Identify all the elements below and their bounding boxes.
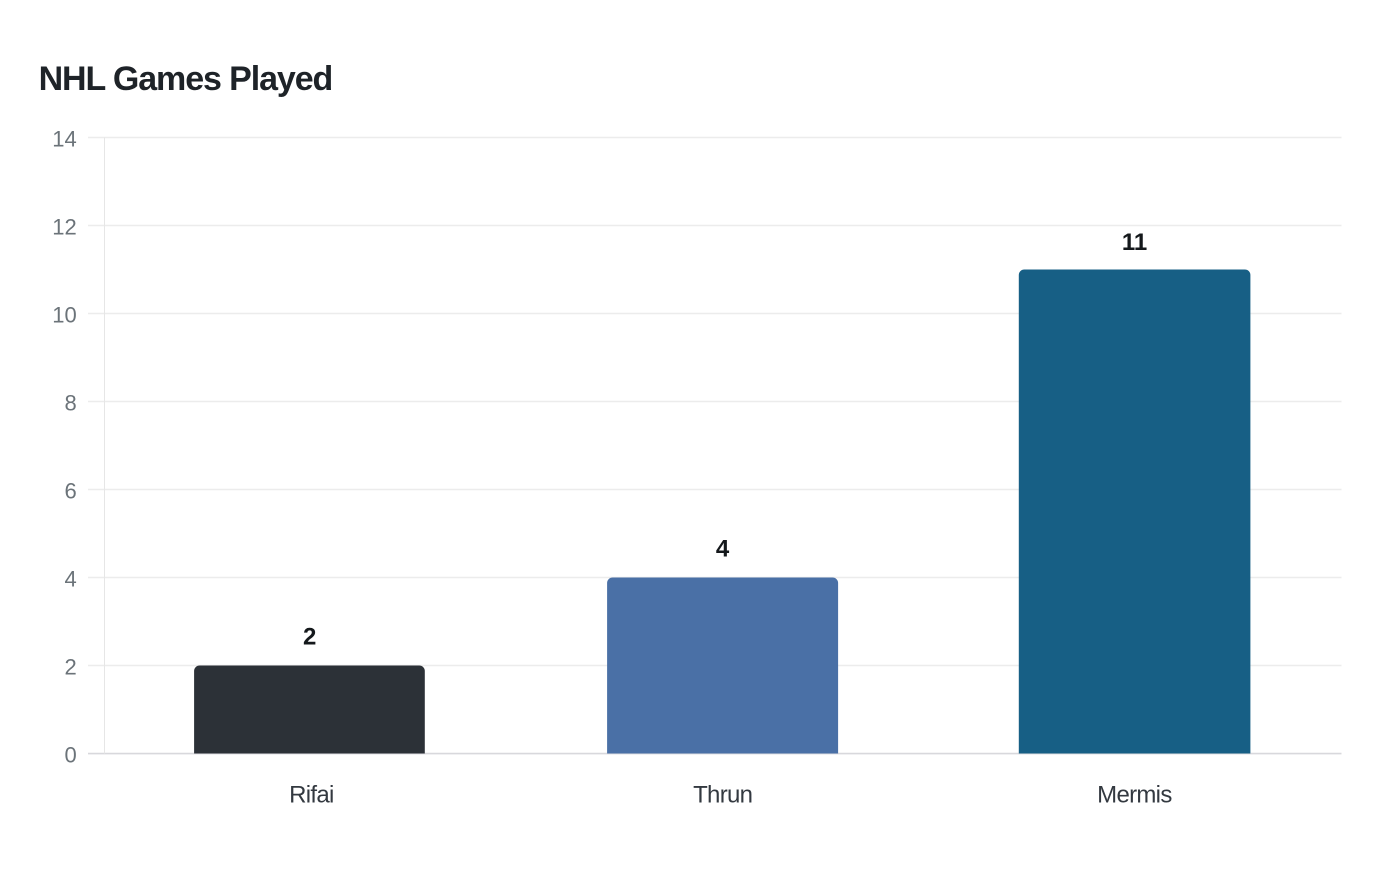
svg-text:0: 0 (64, 742, 76, 767)
svg-text:Mermis: Mermis (1097, 782, 1172, 809)
svg-text:12: 12 (52, 214, 76, 239)
svg-text:4: 4 (64, 566, 76, 591)
svg-text:11: 11 (1122, 229, 1147, 256)
svg-text:10: 10 (52, 302, 76, 327)
svg-text:4: 4 (716, 536, 730, 563)
svg-text:2: 2 (64, 654, 76, 679)
svg-text:14: 14 (52, 126, 76, 151)
svg-text:8: 8 (64, 390, 76, 415)
svg-text:NHL Games Played: NHL Games Played (39, 60, 333, 98)
svg-text:6: 6 (64, 478, 76, 503)
svg-text:Thrun: Thrun (693, 782, 752, 809)
svg-text:2: 2 (303, 624, 316, 651)
svg-text:Rifai: Rifai (289, 782, 334, 809)
